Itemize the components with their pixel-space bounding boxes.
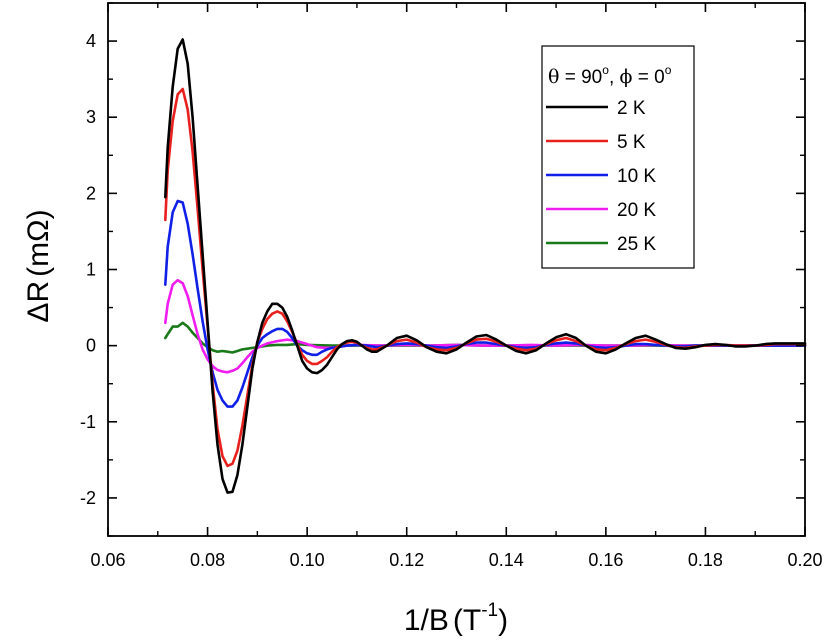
x-axis: 0.06 0.08 0.10 0.12 0.14 0.16 0.18 0.20 — [90, 3, 823, 570]
legend-label-4: 25 K — [617, 234, 656, 255]
y-axis-label: ΔR (mΩ) — [22, 209, 55, 322]
y-axis: -2 -1 0 1 2 3 4 — [80, 2, 805, 537]
x-tick-label-1: 0.08 — [190, 550, 225, 570]
y-tick-label-6: 4 — [86, 31, 96, 51]
series-line-10k — [164, 199, 807, 408]
x-axis-label-main: 1/B — [404, 604, 449, 637]
legend-title-theta-value: = 90 — [559, 67, 602, 88]
y-tick-label-1: -1 — [80, 412, 96, 432]
series-line-2k — [164, 38, 807, 494]
legend-title-sep: , — [609, 67, 620, 88]
legend-box — [541, 45, 695, 269]
plot-lines — [164, 38, 807, 494]
legend-label-0: 2 K — [617, 98, 646, 119]
legend-label-2: 10 K — [617, 166, 656, 187]
x-axis-label-unit-close: ) — [498, 604, 508, 637]
legend: θ = 90o, ϕ = 0o 2 K5 K10 K20 K25 K — [541, 45, 695, 269]
y-tick-label-4: 2 — [86, 183, 96, 203]
y-tick-label-5: 3 — [86, 107, 96, 127]
x-tick-label-5: 0.16 — [588, 550, 623, 570]
y-tick-label-3: 1 — [86, 260, 96, 280]
x-tick-label-6: 0.18 — [688, 550, 723, 570]
x-axis-label-unit-exp: -1 — [481, 600, 498, 621]
legend-title: θ = 90o, ϕ = 0o — [548, 63, 672, 88]
legend-title-theta: θ — [548, 66, 559, 88]
series-line-5k — [164, 87, 807, 468]
y-axis-label-main: ΔR — [22, 281, 55, 323]
legend-title-phi: ϕ — [620, 66, 633, 88]
y-tick-label-2: 0 — [86, 336, 96, 356]
x-tick-label-0: 0.06 — [90, 550, 125, 570]
x-tick-label-2: 0.10 — [290, 550, 325, 570]
legend-title-theta-deg: o — [602, 63, 609, 77]
x-tick-label-3: 0.12 — [389, 550, 424, 570]
y-axis-label-unit: (mΩ) — [22, 209, 55, 276]
legend-title-phi-deg: o — [665, 63, 672, 77]
legend-items: 2 K 5 K 10 K 20 K 25 K — [546, 98, 656, 255]
x-tick-label-7: 0.20 — [787, 550, 822, 570]
legend-title-phi-value: = 0 — [632, 67, 664, 88]
x-tick-label-4: 0.14 — [489, 550, 524, 570]
legend-label-3: 20 K — [617, 200, 656, 221]
x-axis-label: 1/B (T-1) — [404, 600, 508, 637]
plot-frame — [107, 2, 806, 537]
y-tick-label-0: -2 — [80, 488, 96, 508]
x-axis-label-unit-open: (T — [453, 604, 481, 637]
legend-label-1: 5 K — [617, 132, 646, 153]
